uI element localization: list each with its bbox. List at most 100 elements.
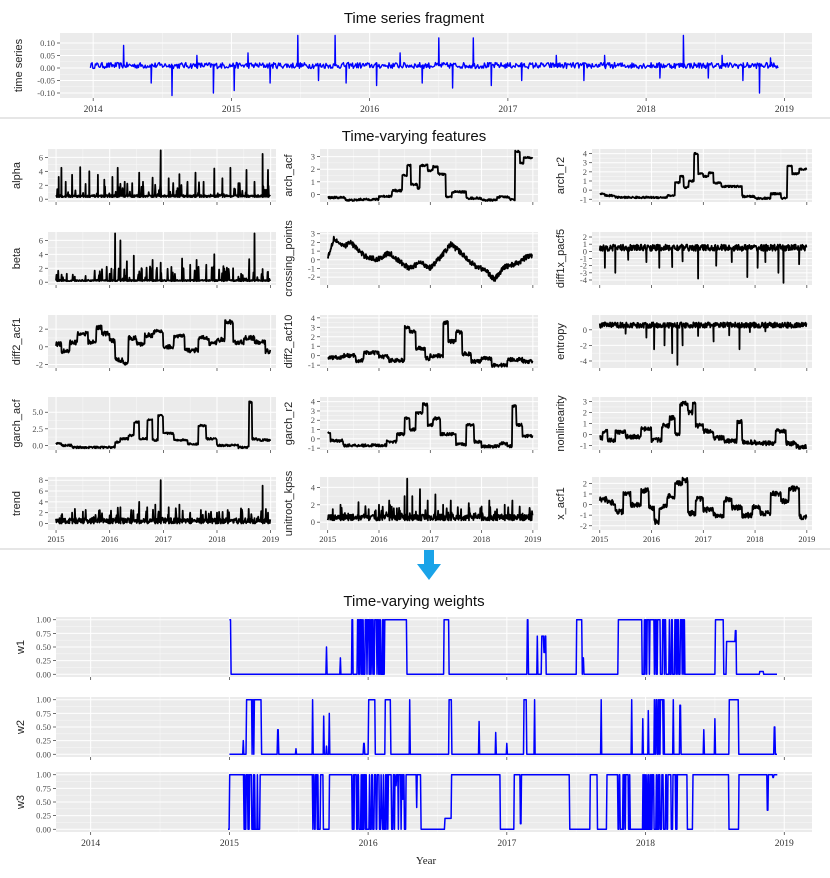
y-tick-label: 0 xyxy=(311,255,315,265)
y-tick-label: 4 xyxy=(39,249,44,259)
y-tick-label: 0.75 xyxy=(36,708,51,718)
y-axis-label: arch_r2 xyxy=(555,157,567,194)
y-tick-label: 3 xyxy=(583,396,587,406)
y-tick-label: 0 xyxy=(311,434,315,444)
y-tick-label: 2 xyxy=(311,164,315,174)
feature-line-arch_acf xyxy=(327,149,534,202)
y-tick-label: -1 xyxy=(308,360,315,370)
y-tick-label: -4 xyxy=(580,275,588,285)
feature-line-nonlinearity xyxy=(599,400,808,450)
panel-background xyxy=(320,397,538,450)
feature-line-trend xyxy=(55,479,272,525)
x-tick-label: 2016 xyxy=(101,534,118,544)
feature-panel-unitroot_kpss: 0 2 4 2015 2016 2017 2018 2019 unitroot_kpss xyxy=(283,470,541,544)
y-tick-label: -3 xyxy=(580,268,587,278)
y-tick-label: 1 xyxy=(583,239,587,249)
weight-panel-w3: 0.00 0.25 0.50 0.75 1.00 2014 2015 2016 2017 2018… xyxy=(15,770,812,849)
y-tick-label: 4 xyxy=(311,397,316,407)
y-tick-label: 0 xyxy=(311,517,315,527)
y-tick-label: 2 xyxy=(39,508,43,518)
y-axis-label: crossing_points xyxy=(283,220,295,297)
y-tick-label: 0 xyxy=(583,185,587,195)
feature-line-garch_r2 xyxy=(327,402,534,449)
x-tick-label: 2014 xyxy=(81,839,100,849)
y-axis-label: x_acf1 xyxy=(555,487,567,519)
middle-section-title: Time-varying features xyxy=(342,128,487,145)
y-tick-label: 0.00 xyxy=(36,824,51,834)
y-tick-label: 1 xyxy=(311,177,315,187)
feature-line-crossing_points xyxy=(326,235,533,282)
y-tick-label: 3 xyxy=(311,406,315,416)
y-tick-label: 5.0 xyxy=(32,407,43,417)
y-tick-label: 1.00 xyxy=(36,695,51,705)
y-tick-label: 2.5 xyxy=(32,424,43,434)
y-tick-label: 0.25 xyxy=(36,656,51,666)
time-series-panel: -0.10 -0.05 0.00 0.05 0.10 2014 2015 2016 2017 20… xyxy=(13,33,812,115)
y-tick-label: 0 xyxy=(311,189,315,199)
y-tick-label: 3 xyxy=(311,322,315,332)
x-tick-label: 2015 xyxy=(591,534,608,544)
x-tick-label: 2015 xyxy=(220,839,239,849)
y-tick-label: 2 xyxy=(311,415,315,425)
feature-line-garch_acf xyxy=(55,400,272,450)
y-axis-label: beta xyxy=(11,247,23,269)
y-tick-label: -1 xyxy=(580,254,587,264)
y-tick-label: 0 xyxy=(583,325,587,335)
y-axis-label: entropy xyxy=(555,323,567,360)
feature-panel-diff2_acf1: -2 0 2 diff2_acf1 xyxy=(11,315,276,371)
y-tick-label: 0.50 xyxy=(36,722,51,732)
y-tick-label: -4 xyxy=(580,356,588,366)
y-tick-label: 0.25 xyxy=(36,736,51,746)
y-tick-label: 2 xyxy=(311,237,315,247)
x-axis-label-year: Year xyxy=(416,855,437,867)
y-axis-label: w3 xyxy=(15,795,27,810)
x-tick-label: 2015 xyxy=(48,534,65,544)
feature-panel-alpha: 0 2 4 6 alpha xyxy=(11,149,276,205)
x-tick-label: 2018 xyxy=(473,534,490,544)
y-tick-label: 3 xyxy=(583,158,587,168)
y-tick-label: -1 xyxy=(580,510,587,520)
y-tick-label: 1 xyxy=(583,489,587,499)
x-tick-label: 2016 xyxy=(360,105,379,115)
y-tick-label: -2 xyxy=(308,272,315,282)
y-tick-label: 0.50 xyxy=(36,797,51,807)
y-tick-label: 0.50 xyxy=(36,642,51,652)
x-tick-label: 2016 xyxy=(370,534,387,544)
y-axis-label: nonlinearity xyxy=(555,395,567,452)
feature-line-unitroot_kpss xyxy=(326,477,534,522)
x-tick-label: 2016 xyxy=(643,534,660,544)
y-tick-label: 0 xyxy=(583,500,587,510)
y-tick-label: 4 xyxy=(583,149,588,159)
y-tick-label: 0 xyxy=(39,194,43,204)
x-tick-label: 2017 xyxy=(155,534,172,544)
x-tick-label: 2019 xyxy=(775,839,794,849)
y-tick-label: 6 xyxy=(39,486,43,496)
x-tick-label: 2018 xyxy=(747,534,764,544)
y-axis-label: diff2_acf10 xyxy=(283,315,295,369)
feature-line-diff1x_pacf5 xyxy=(598,243,808,284)
weight-line-w2 xyxy=(229,698,778,756)
y-tick-label: 0 xyxy=(39,342,43,352)
bottom-section-title: Time-varying weights xyxy=(343,593,484,610)
y-tick-label: -2 xyxy=(580,521,587,531)
y-tick-label: -2 xyxy=(36,359,43,369)
y-axis-label: w1 xyxy=(15,640,27,655)
panel-background xyxy=(48,397,276,450)
feature-panel-entropy: -4 -2 0 entropy xyxy=(555,315,812,371)
x-tick-label: 2015 xyxy=(319,534,336,544)
y-tick-label: -1 xyxy=(580,441,587,451)
y-tick-label: 0.0 xyxy=(32,440,43,450)
y-tick-label: 2 xyxy=(583,478,587,488)
y-tick-label: 4 xyxy=(311,482,316,492)
y-tick-label: 0.05 xyxy=(40,51,55,61)
weight-line-w1 xyxy=(229,618,778,676)
y-tick-label: 2 xyxy=(583,407,587,417)
y-tick-label: 3 xyxy=(311,229,315,239)
x-tick-label: 2016 xyxy=(359,839,378,849)
y-tick-label: 1 xyxy=(583,419,587,429)
x-tick-label: 2018 xyxy=(208,534,225,544)
